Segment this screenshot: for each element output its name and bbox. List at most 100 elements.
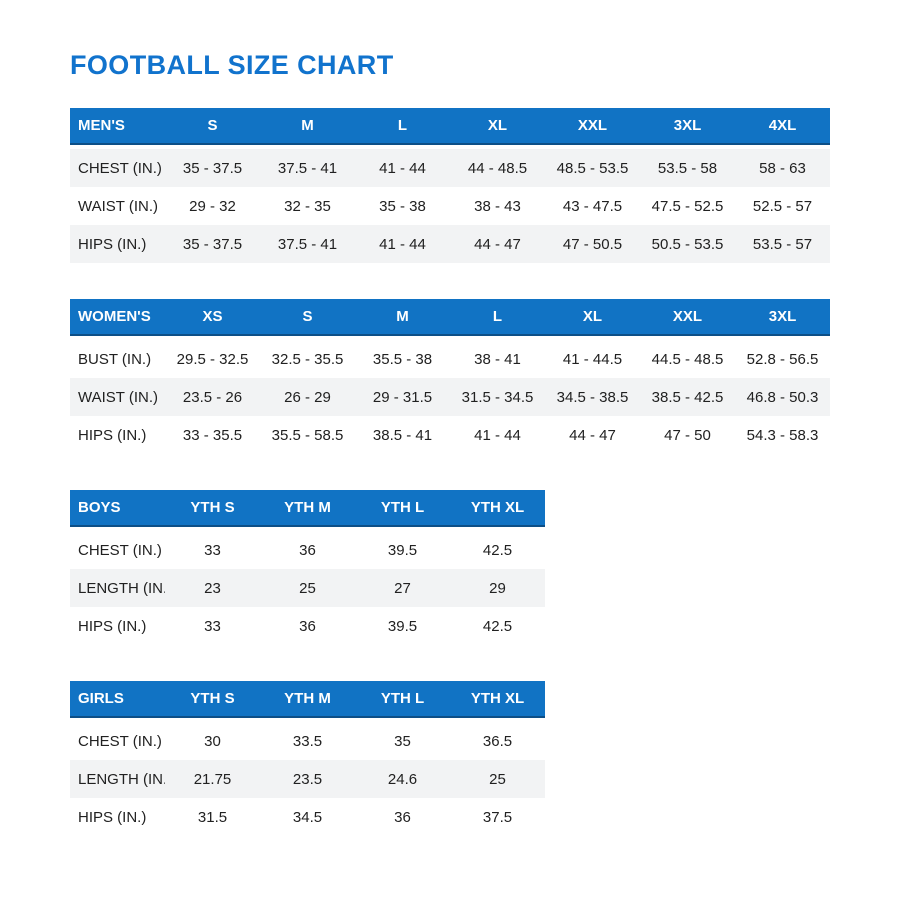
measurement-value: 24.6 [387,770,418,788]
measurement-value: 44 - 47 [569,426,616,444]
womens-size-column-header: XXL [672,308,703,325]
measurement-value: 35 - 38 [379,197,426,215]
measurement-value: 52.5 - 57 [752,197,813,215]
girls-table-title: GIRLS [78,690,124,707]
measurement-value: 44 - 48.5 [467,159,528,177]
measurement-value: 38.5 - 41 [372,426,433,444]
girls-row-length: LENGTH (IN.) 21.75 23.5 24.6 25 [70,760,545,798]
measurement-row-label: HIPS (IN.) [78,426,147,444]
womens-row-hips: HIPS (IN.) 33 - 35.5 35.5 - 58.5 38.5 - 41 4… [70,416,830,454]
measurement-value: 25 [489,770,506,788]
measurement-value: 43 - 47.5 [562,197,623,215]
boys-size-column-header: YTH L [380,499,425,516]
measurement-value: 36 [299,617,316,635]
womens-size-column-header: L [492,308,503,325]
mens-size-column-header: XXL [577,117,608,134]
measurement-value: 35.5 - 58.5 [271,426,344,444]
page-title: FOOTBALL SIZE CHART [70,50,394,80]
measurement-value: 39.5 [387,617,418,635]
measurement-value: 54.3 - 58.3 [746,426,819,444]
measurement-value: 35 - 37.5 [182,159,243,177]
boys-size-column-header: YTH M [284,499,331,516]
measurement-value: 29 - 32 [189,197,236,215]
measurement-value: 23.5 [292,770,323,788]
measurement-value: 41 - 44 [379,159,426,177]
measurement-value: 33 - 35.5 [182,426,243,444]
mens-size-column-header: 3XL [673,117,702,134]
womens-size-column-header: M [396,308,409,325]
measurement-value: 21.75 [193,770,232,788]
measurement-value: 27 [394,579,411,597]
girls-size-column-header: YTH S [190,690,235,707]
measurement-value: 53.5 - 57 [752,235,813,253]
mens-size-column-header: M [301,117,314,134]
measurement-row-label: BUST (IN.) [78,350,152,368]
boys-size-column-header: YTH S [190,499,235,516]
womens-size-column-header: S [302,308,313,325]
girls-size-column-header: YTH L [380,690,425,707]
measurement-value: 41 - 44.5 [562,350,623,368]
boys-table-title: BOYS [78,499,121,516]
measurement-value: 29.5 - 32.5 [176,350,249,368]
girls-header-row: GIRLS YTH S YTH M YTH L YTH XL [70,681,545,718]
measurement-value: 41 - 44 [474,426,521,444]
measurement-value: 37.5 [482,808,513,826]
measurement-value: 30 [204,732,221,750]
womens-row-waist: WAIST (IN.) 23.5 - 26 26 - 29 29 - 31.5 31.5… [70,378,830,416]
measurement-value: 42.5 [482,541,513,559]
boys-row-chest: CHEST (IN.) 33 36 39.5 42.5 [70,531,545,569]
measurement-value: 38.5 - 42.5 [651,388,724,406]
girls-size-column-header: YTH M [284,690,331,707]
measurement-value: 50.5 - 53.5 [651,235,724,253]
measurement-row-label: CHEST (IN.) [78,159,162,177]
measurement-value: 25 [299,579,316,597]
measurement-value: 53.5 - 58 [657,159,718,177]
measurement-value: 47.5 - 52.5 [651,197,724,215]
boys-size-table: BOYS YTH S YTH M YTH L YTH XL CHEST (IN.) 33 36… [70,490,545,645]
measurement-value: 39.5 [387,541,418,559]
girls-size-column-header: YTH XL [470,690,525,707]
measurement-value: 44.5 - 48.5 [651,350,724,368]
mens-size-column-header: XL [487,117,508,134]
mens-size-column-header: S [207,117,218,134]
measurement-value: 47 - 50 [664,426,711,444]
mens-table-title: MEN'S [78,117,125,134]
mens-header-row: MEN'S S M L XL XXL 3XL 4XL [70,108,830,145]
measurement-value: 36 [299,541,316,559]
measurement-value: 48.5 - 53.5 [556,159,629,177]
womens-size-column-header: XL [582,308,603,325]
measurement-value: 35 [394,732,411,750]
measurement-value: 29 [489,579,506,597]
measurement-value: 31.5 [197,808,228,826]
womens-table-title: WOMEN'S [78,308,151,325]
womens-size-column-header: XS [202,308,223,325]
measurement-value: 38 - 41 [474,350,521,368]
measurement-value: 35 - 37.5 [182,235,243,253]
measurement-value: 32.5 - 35.5 [271,350,344,368]
measurement-value: 36 [394,808,411,826]
measurement-value: 31.5 - 34.5 [461,388,534,406]
mens-size-column-header: L [397,117,408,134]
measurement-value: 42.5 [482,617,513,635]
measurement-value: 26 - 29 [284,388,331,406]
boys-row-length: LENGTH (IN.) 23 25 27 29 [70,569,545,607]
boys-size-column-header: YTH XL [470,499,525,516]
measurement-value: 37.5 - 41 [277,235,338,253]
measurement-value: 37.5 - 41 [277,159,338,177]
measurement-value: 35.5 - 38 [372,350,433,368]
measurement-value: 47 - 50.5 [562,235,623,253]
measurement-row-label: WAIST (IN.) [78,197,158,215]
measurement-value: 29 - 31.5 [372,388,433,406]
womens-size-table: WOMEN'S XS S M L XL XXL 3XL BUST (IN.) 29.5 - 32.… [70,299,830,454]
mens-size-table: MEN'S S M L XL XXL 3XL 4XL CHEST (IN.) 35 - 37.5 3… [70,108,830,263]
measurement-value: 36.5 [482,732,513,750]
mens-row-chest: CHEST (IN.) 35 - 37.5 37.5 - 41 41 - 44 44 -… [70,149,830,187]
measurement-value: 58 - 63 [759,159,806,177]
measurement-value: 34.5 - 38.5 [556,388,629,406]
boys-row-hips: HIPS (IN.) 33 36 39.5 42.5 [70,607,545,645]
measurement-row-label: CHEST (IN.) [78,732,162,750]
measurement-row-label: HIPS (IN.) [78,617,147,635]
measurement-value: 52.8 - 56.5 [746,350,819,368]
girls-size-table: GIRLS YTH S YTH M YTH L YTH XL CHEST (IN.) 30 3… [70,681,545,836]
